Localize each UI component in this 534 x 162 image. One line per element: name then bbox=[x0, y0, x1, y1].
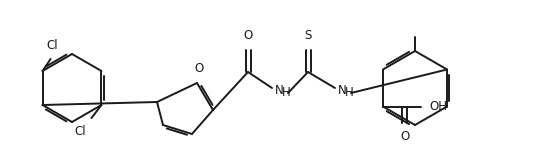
Text: S: S bbox=[304, 29, 312, 42]
Text: H: H bbox=[281, 87, 290, 99]
Text: Cl: Cl bbox=[75, 125, 87, 138]
Text: Cl: Cl bbox=[47, 39, 58, 52]
Text: O: O bbox=[194, 62, 203, 75]
Text: N: N bbox=[337, 83, 347, 97]
Text: O: O bbox=[244, 29, 253, 42]
Text: O: O bbox=[400, 131, 410, 144]
Text: N: N bbox=[274, 83, 284, 97]
Text: H: H bbox=[344, 87, 354, 99]
Text: OH: OH bbox=[429, 100, 447, 113]
